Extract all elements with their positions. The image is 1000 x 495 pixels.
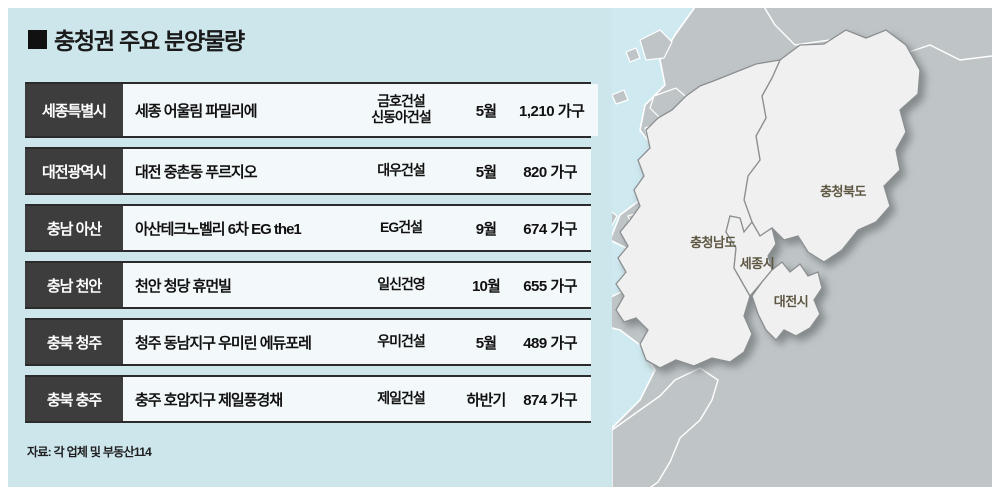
page-title-text: 충청권 주요 분양물량 bbox=[54, 28, 245, 54]
region-daejeon bbox=[751, 261, 823, 341]
row-body: 세종 어울림 파밀리에 금호건설 신동아건설 5월 1,210 가구 bbox=[123, 84, 599, 136]
map-label-daejeon: 대전시 bbox=[774, 294, 808, 309]
row-month: 5월 bbox=[475, 163, 497, 181]
table-row: 충북 충주 충주 호암지구 제일풍경채 제일건설 하반기 874 가구 bbox=[25, 375, 591, 423]
row-builder: 제일건설 bbox=[377, 390, 426, 407]
row-units: 820 가구 bbox=[523, 163, 577, 181]
row-units: 874 가구 bbox=[523, 391, 577, 409]
data-panel-inner: 충청권 주요 분양물량 세종특별시 세종 어울림 파밀리에 금호건설 신동아건설… bbox=[25, 22, 599, 459]
row-builder-line1: 금호건설 bbox=[377, 93, 426, 110]
frame-bottom bbox=[0, 487, 1000, 495]
square-bullet-icon bbox=[28, 29, 47, 49]
row-body: 아산테크노벨리 6차 EG the1 EG건설 9월 674 가구 bbox=[123, 206, 591, 250]
row-body: 청주 동남지구 우미린 에듀포레 우미건설 5월 489 가구 bbox=[123, 320, 591, 364]
map-label-sejong: 세종시 bbox=[740, 256, 774, 271]
row-builder: 우미건설 bbox=[377, 333, 426, 350]
frame-right bbox=[992, 0, 1000, 495]
row-month: 9월 bbox=[475, 220, 497, 238]
row-complex-name: 아산테크노벨리 6차 EG the1 bbox=[135, 220, 302, 238]
row-complex-name: 천안 청당 휴먼빌 bbox=[135, 277, 232, 295]
row-body: 천안 청당 휴먼빌 일신건영 10월 655 가구 bbox=[123, 263, 591, 307]
table-row: 대전광역시 대전 중촌동 푸르지오 대우건설 5월 820 가구 bbox=[25, 147, 591, 195]
table-row: 충남 천안 천안 청당 휴먼빌 일신건영 10월 655 가구 bbox=[25, 261, 591, 309]
supply-table: 세종특별시 세종 어울림 파밀리에 금호건설 신동아건설 5월 1,210 가구… bbox=[25, 82, 599, 432]
row-builder: 일신건영 bbox=[377, 276, 426, 293]
row-month: 5월 bbox=[475, 334, 497, 352]
row-units: 1,210 가구 bbox=[519, 102, 585, 120]
row-builder: 금호건설 신동아건설 bbox=[349, 93, 453, 125]
row-month: 10월 bbox=[471, 277, 501, 295]
row-complex-name: 청주 동남지구 우미린 에듀포레 bbox=[135, 334, 312, 352]
row-units: 655 가구 bbox=[523, 277, 577, 295]
row-units: 489 가구 bbox=[523, 334, 577, 352]
row-region: 충남 아산 bbox=[25, 206, 123, 250]
table-row: 충남 아산 아산테크노벨리 6차 EG the1 EG건설 9월 674 가구 bbox=[25, 204, 591, 252]
chungcheong-highlight bbox=[615, 29, 921, 369]
table-row: 세종특별시 세종 어울림 파밀리에 금호건설 신동아건설 5월 1,210 가구 bbox=[25, 82, 599, 138]
source-note: 자료: 각 업체 및 부동산114 bbox=[27, 445, 152, 459]
row-month: 하반기 bbox=[466, 391, 506, 409]
row-region: 충북 충주 bbox=[25, 377, 123, 421]
row-month: 5월 bbox=[475, 102, 497, 120]
row-complex-name: 대전 중촌동 푸르지오 bbox=[135, 163, 258, 181]
row-complex-name: 세종 어울림 파밀리에 bbox=[135, 102, 258, 120]
row-builder: 대우건설 bbox=[377, 162, 426, 179]
row-region: 대전광역시 bbox=[25, 149, 123, 193]
row-body: 대전 중촌동 푸르지오 대우건설 5월 820 가구 bbox=[123, 149, 591, 193]
map-label-chungcheongbuk: 충청북도 bbox=[820, 184, 866, 199]
row-complex-name: 충주 호암지구 제일풍경채 bbox=[135, 391, 283, 409]
frame-top bbox=[0, 0, 1000, 8]
row-builder: EG건설 bbox=[380, 219, 423, 236]
row-builder-line2: 신동아건설 bbox=[371, 109, 431, 125]
page-title: 충청권 주요 분양물량 bbox=[28, 22, 245, 56]
row-units: 674 가구 bbox=[523, 220, 577, 238]
table-row: 충북 청주 청주 동남지구 우미린 에듀포레 우미건설 5월 489 가구 bbox=[25, 318, 591, 366]
frame-left bbox=[0, 0, 8, 495]
row-body: 충주 호암지구 제일풍경채 제일건설 하반기 874 가구 bbox=[123, 377, 591, 421]
map-label-chungcheongnam: 충청남도 bbox=[690, 235, 736, 250]
row-region: 세종특별시 bbox=[25, 84, 123, 136]
row-region: 충남 천안 bbox=[25, 263, 123, 307]
region-sejong bbox=[725, 215, 777, 298]
data-panel: 충청권 주요 분양물량 세종특별시 세종 어울림 파밀리에 금호건설 신동아건설… bbox=[25, 22, 599, 459]
row-region: 충북 청주 bbox=[25, 320, 123, 364]
